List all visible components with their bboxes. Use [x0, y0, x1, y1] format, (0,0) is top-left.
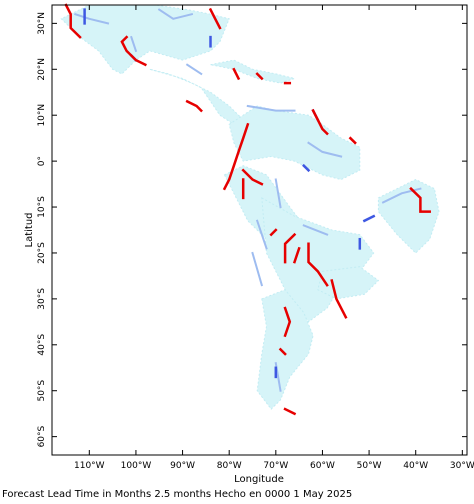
red-anomaly-segments [64, 3, 431, 416]
red-segment-8 [241, 168, 264, 186]
red-segment-18 [278, 347, 287, 356]
lon-tick-label: 80°W [217, 461, 242, 471]
lat-tick-label: 60°S [37, 425, 47, 447]
medium-segment-4 [246, 104, 296, 112]
medium-segment-3 [185, 63, 203, 76]
medium-segment-0 [74, 12, 110, 25]
red-segment-14 [307, 242, 329, 287]
red-segment-17 [330, 278, 348, 319]
lon-tick-label: 110°W [74, 461, 105, 471]
latitude-axis: 30°N 20°N 10°N 0° 10°S 20°S 30°S 40°S 50°S 60°S [37, 12, 467, 447]
dark-blue-segment-4 [302, 163, 311, 173]
red-segment-3 [232, 67, 241, 81]
red-segment-1 [120, 35, 147, 67]
red-segment-6 [185, 99, 203, 113]
dark-blue-segment-5 [362, 214, 376, 223]
lon-tick-label: 60°W [310, 461, 335, 471]
red-segment-15 [269, 228, 278, 237]
lat-tick-label: 20°S [37, 242, 47, 264]
red-segment-19 [409, 186, 431, 213]
red-segment-2 [208, 7, 222, 30]
red-segment-0 [64, 3, 82, 39]
lat-tick-label: 10°N [37, 104, 47, 127]
medium-segment-9 [251, 251, 264, 287]
red-segment-10 [311, 108, 329, 136]
x-axis-label: Longitude [234, 474, 284, 485]
caption-text: Forecast Lead Time in Months 2.5 months … [2, 489, 353, 500]
longitude-axis: 110°W 100°W 90°W 80°W 70°W 60°W 50°W 40°W 30°W [74, 5, 474, 471]
medium-segment-8 [302, 224, 329, 236]
map-frame [51, 4, 468, 456]
lat-tick-label: 20°N [37, 58, 47, 81]
light-region-2 [210, 59, 297, 84]
medium-segment-7 [255, 219, 268, 250]
map-plot-area [51, 3, 468, 456]
lat-tick-label: 50°S [37, 380, 47, 402]
medium-segment-6 [274, 178, 282, 209]
light-region-5 [261, 197, 375, 323]
red-segment-16 [283, 306, 292, 338]
lat-tick-label: 30°N [37, 12, 47, 35]
y-axis-label: Latitud [24, 212, 35, 247]
light-shaded-regions [60, 4, 440, 410]
lat-tick-label: 10°S [37, 196, 47, 218]
red-segment-4 [255, 72, 264, 81]
light-region-7 [317, 266, 380, 300]
red-segment-20 [283, 407, 297, 416]
medium-segment-2 [130, 35, 138, 53]
lat-tick-label: 0° [37, 156, 47, 166]
light-region-3 [228, 105, 361, 181]
lon-tick-label: 70°W [263, 461, 288, 471]
medium-segment-5 [307, 141, 343, 158]
lon-tick-label: 100°W [121, 461, 152, 471]
red-segment-7 [222, 122, 250, 191]
medium-segment-1 [157, 8, 194, 20]
lon-tick-label: 30°W [450, 461, 474, 471]
lat-tick-label: 40°S [37, 334, 47, 356]
red-segment-11 [348, 136, 357, 145]
light-region-6 [256, 289, 314, 410]
lon-tick-label: 90°W [170, 461, 195, 471]
lat-tick-label: 30°S [37, 288, 47, 310]
lon-tick-label: 40°W [403, 461, 428, 471]
red-segment-13 [292, 246, 301, 264]
lon-tick-label: 50°W [357, 461, 382, 471]
red-segment-12 [283, 232, 297, 264]
